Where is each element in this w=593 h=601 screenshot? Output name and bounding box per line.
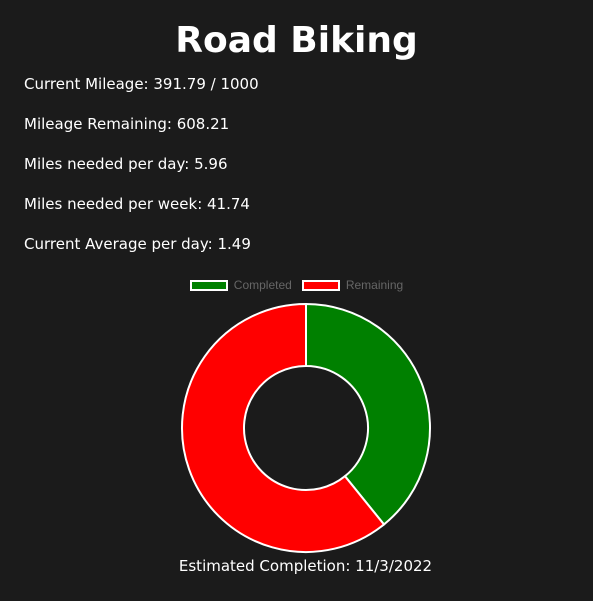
legend-item-completed[interactable]: Completed (189, 278, 292, 292)
legend-label-completed: Completed (233, 278, 292, 292)
legend-item-remaining[interactable]: Remaining (301, 278, 404, 292)
legend-label-remaining: Remaining (345, 278, 404, 292)
stat-mileage-remaining: Mileage Remaining: 608.21 (24, 115, 230, 133)
estimated-completion: Estimated Completion: 11/3/2022 (178, 557, 433, 575)
stats-list: Current Mileage: 391.79 / 1000 Mileage R… (24, 74, 259, 274)
donut-slice-remaining[interactable] (181, 302, 386, 553)
legend-swatch-completed (189, 279, 228, 291)
stat-miles-per-week: Miles needed per week: 41.74 (24, 195, 250, 213)
legend-swatch-remaining (301, 279, 340, 291)
stat-current-mileage: Current Mileage: 391.79 / 1000 (24, 75, 259, 93)
stat-current-average: Current Average per day: 1.49 (24, 235, 251, 253)
page-title: Road Biking (175, 20, 418, 61)
stat-miles-per-day: Miles needed per day: 5.96 (24, 155, 228, 173)
chart-legend: Completed Remaining (0, 278, 593, 292)
donut-slice-completed[interactable] (305, 302, 431, 526)
